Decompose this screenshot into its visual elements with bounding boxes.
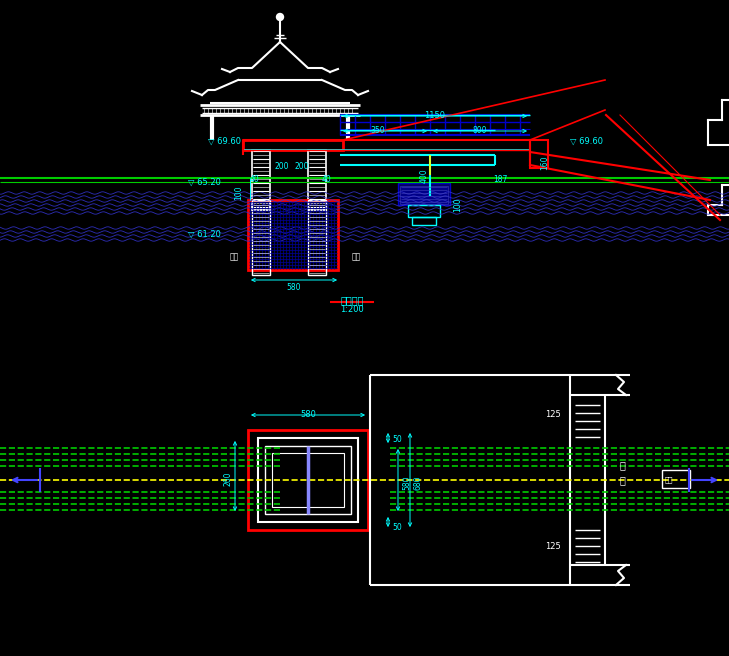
Text: 400: 400 bbox=[420, 168, 429, 182]
Text: 1150: 1150 bbox=[424, 111, 445, 120]
Bar bbox=[398, 183, 450, 205]
Text: 100: 100 bbox=[453, 197, 462, 211]
Bar bbox=[248, 430, 368, 530]
Text: 125: 125 bbox=[545, 410, 561, 419]
Bar bbox=[530, 140, 548, 168]
Bar bbox=[252, 200, 270, 275]
Text: 纵断面图: 纵断面图 bbox=[340, 295, 364, 305]
Bar bbox=[308, 150, 326, 210]
Text: ▽ 69.60: ▽ 69.60 bbox=[208, 137, 241, 146]
Text: 标注: 标注 bbox=[665, 476, 674, 483]
Text: 标注: 标注 bbox=[230, 252, 239, 261]
Bar bbox=[400, 186, 448, 204]
Bar bbox=[662, 470, 690, 488]
Text: 350: 350 bbox=[370, 126, 386, 135]
Text: 800: 800 bbox=[472, 126, 487, 135]
Text: 竖: 竖 bbox=[620, 460, 626, 470]
Bar bbox=[308, 200, 326, 275]
Text: 160: 160 bbox=[540, 155, 549, 169]
Circle shape bbox=[276, 14, 284, 20]
Bar bbox=[272, 453, 344, 507]
Text: 100: 100 bbox=[234, 186, 243, 201]
Text: 580: 580 bbox=[286, 283, 301, 292]
Text: 187: 187 bbox=[493, 175, 507, 184]
Text: 200: 200 bbox=[295, 162, 310, 171]
Text: 向: 向 bbox=[620, 475, 626, 485]
Text: 125: 125 bbox=[545, 542, 561, 551]
Text: 1:200: 1:200 bbox=[340, 305, 364, 314]
Text: 580: 580 bbox=[300, 410, 316, 419]
Text: 50: 50 bbox=[392, 523, 402, 532]
Bar bbox=[243, 140, 343, 150]
Bar bbox=[408, 205, 440, 217]
Text: 40: 40 bbox=[250, 175, 260, 184]
Text: 40: 40 bbox=[322, 175, 332, 184]
Text: ▽ 65.20: ▽ 65.20 bbox=[188, 178, 221, 187]
Text: 50: 50 bbox=[392, 435, 402, 444]
Text: ▽ 61.20: ▽ 61.20 bbox=[188, 230, 221, 239]
Bar bbox=[252, 150, 270, 210]
Text: 标注: 标注 bbox=[352, 252, 362, 261]
Bar bbox=[265, 446, 351, 514]
Text: 580: 580 bbox=[402, 476, 411, 491]
Bar bbox=[258, 438, 358, 522]
Bar bbox=[412, 217, 436, 225]
Bar bbox=[248, 200, 338, 270]
Text: 260: 260 bbox=[224, 472, 233, 487]
Text: 200: 200 bbox=[275, 162, 289, 171]
Text: ▽ 69.60: ▽ 69.60 bbox=[570, 137, 603, 146]
Text: 680: 680 bbox=[414, 476, 423, 491]
